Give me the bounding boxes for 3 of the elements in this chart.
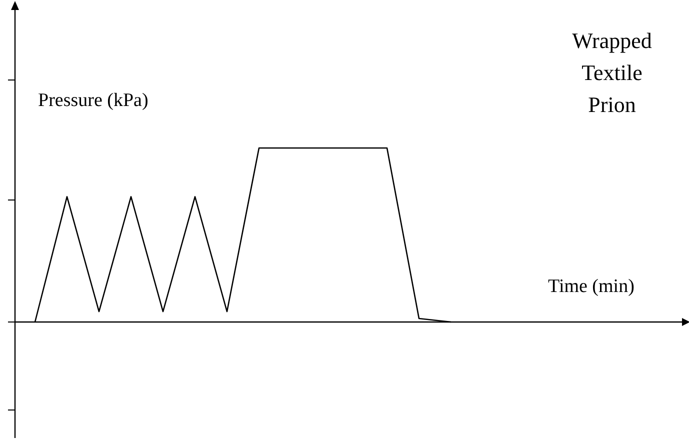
- y-axis-title: Pressure (kPa): [38, 90, 148, 111]
- x-axis-title: Time (min): [548, 276, 634, 297]
- text: Wrapped Textile Prion: [572, 28, 652, 117]
